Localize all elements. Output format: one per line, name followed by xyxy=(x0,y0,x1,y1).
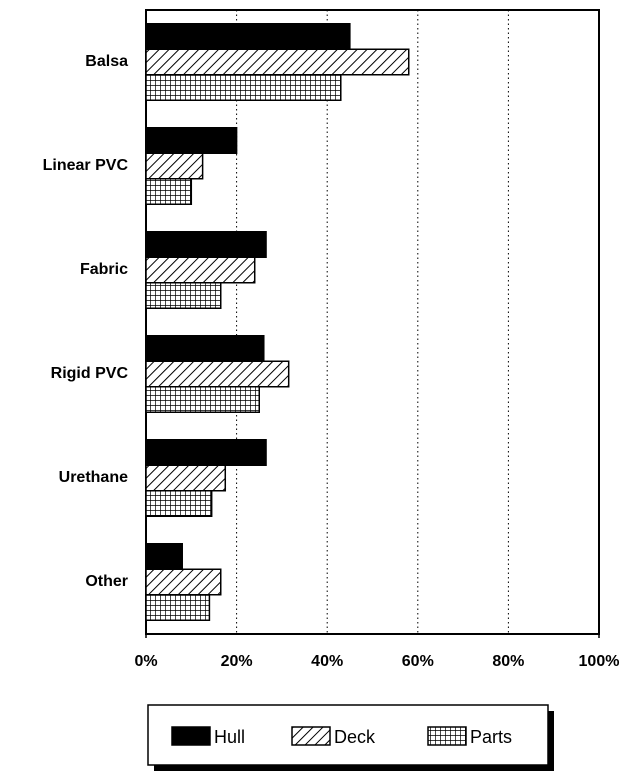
plot-frame xyxy=(145,9,600,635)
bar xyxy=(145,386,260,413)
legend-swatch xyxy=(291,726,331,746)
bar xyxy=(145,48,410,76)
bar xyxy=(145,178,193,205)
y-tick-label: Urethane xyxy=(59,469,128,486)
bar xyxy=(145,360,290,388)
legend xyxy=(147,704,549,766)
legend-label: Deck xyxy=(334,727,376,747)
bar xyxy=(145,256,256,284)
bar xyxy=(145,23,351,50)
legend-label: Hull xyxy=(214,727,245,747)
x-tick-label: 60% xyxy=(402,653,434,670)
y-tick-label: Balsa xyxy=(85,53,128,70)
x-tick-label: 20% xyxy=(221,653,253,670)
y-tick-label: Fabric xyxy=(80,261,128,278)
y-tick-label: Linear PVC xyxy=(43,157,129,174)
bar xyxy=(145,127,238,154)
bar xyxy=(145,464,227,492)
y-tick-label: Rigid PVC xyxy=(51,365,129,382)
legend-swatch xyxy=(171,726,211,746)
x-tick-label: 40% xyxy=(311,653,343,670)
legend-swatch xyxy=(427,726,467,746)
bar xyxy=(145,439,267,466)
bar xyxy=(145,490,213,517)
bar xyxy=(145,568,222,596)
x-tick-label: 100% xyxy=(579,653,620,670)
bar xyxy=(145,335,265,362)
bar xyxy=(145,231,267,258)
bar xyxy=(145,152,204,180)
bar xyxy=(145,282,222,309)
legend-label: Parts xyxy=(470,727,512,747)
y-tick-label: Other xyxy=(85,573,128,590)
bar xyxy=(145,74,342,101)
bar xyxy=(145,594,211,621)
bar xyxy=(145,543,183,570)
x-tick-label: 80% xyxy=(492,653,524,670)
x-tick-label: 0% xyxy=(134,653,157,670)
